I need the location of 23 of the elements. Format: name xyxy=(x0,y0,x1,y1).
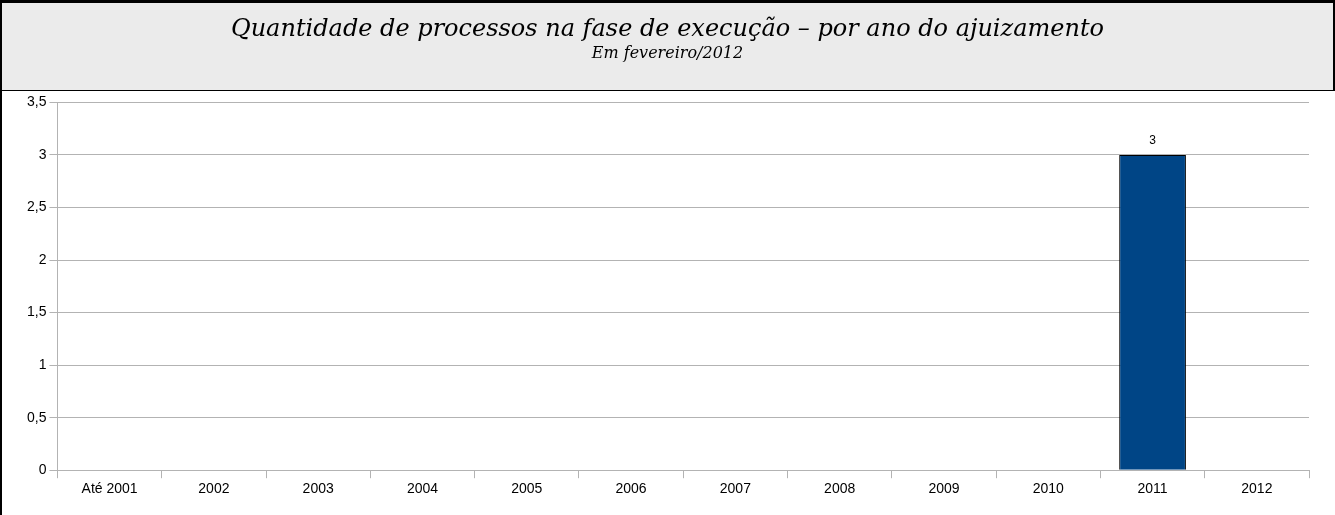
y-tick-label: 1 xyxy=(38,355,47,372)
x-tick-label: 2008 xyxy=(824,480,856,497)
y-tick-label: 2,5 xyxy=(26,198,47,215)
data-label: 3 xyxy=(1149,133,1157,148)
x-tick-label: 2007 xyxy=(719,480,752,497)
y-tick-label: 1,5 xyxy=(26,303,47,320)
x-tick-label: 2005 xyxy=(511,480,543,497)
chart-subtitle: Em fevereiro/2012 xyxy=(590,43,745,63)
x-tick-label: 2006 xyxy=(615,480,647,497)
x-tick-label: 2012 xyxy=(1241,480,1273,497)
x-tick-label: 2009 xyxy=(928,480,960,497)
x-tick-label: 2004 xyxy=(406,480,439,497)
y-tick-label: 3 xyxy=(38,145,47,162)
y-tick-label: 0 xyxy=(38,461,47,478)
x-tick-label: 2010 xyxy=(1032,480,1065,497)
y-tick-label: 2 xyxy=(38,250,47,267)
x-tick-label: 2003 xyxy=(302,480,334,497)
chart-title: Quantidade de processos na fase de execução – por ano do ajuizamento xyxy=(230,13,1105,43)
x-tick-label: 2002 xyxy=(198,480,230,497)
y-tick-label: 3,5 xyxy=(26,93,47,110)
x-tick-label: Até 2001 xyxy=(81,480,138,497)
x-tick-label: 2011 xyxy=(1137,480,1168,497)
y-tick-label: 0,5 xyxy=(26,408,47,425)
